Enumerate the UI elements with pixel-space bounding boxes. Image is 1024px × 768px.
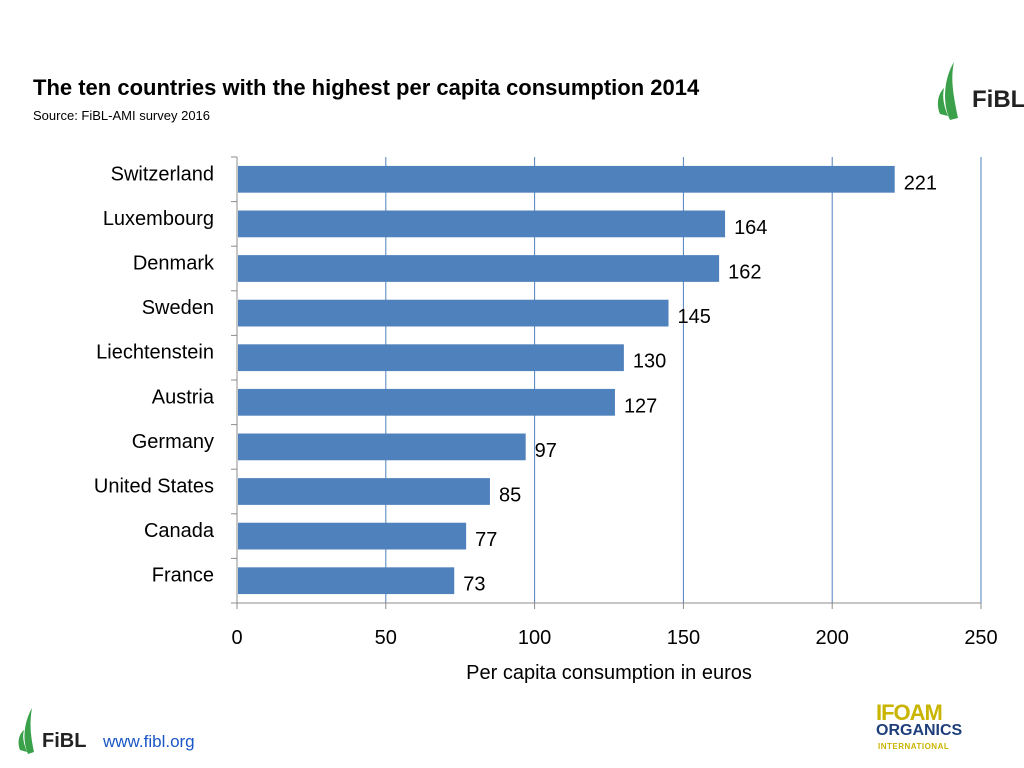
fibl-logo-text: FiBL xyxy=(972,86,1024,113)
category-label: Canada xyxy=(144,520,215,542)
fibl-logo-top: FiBL xyxy=(932,58,1024,122)
data-label: 77 xyxy=(475,529,497,551)
ifoam-logo: IFOAM ORGANICS INTERNATIONAL xyxy=(874,700,966,756)
category-label: Sweden xyxy=(142,297,214,319)
data-label: 85 xyxy=(499,485,521,507)
data-label: 221 xyxy=(904,172,937,194)
category-label: Liechtenstein xyxy=(96,342,214,364)
bar xyxy=(238,433,526,461)
x-tick-label: 200 xyxy=(816,627,849,649)
leaf-icon xyxy=(937,62,958,120)
bar xyxy=(238,344,624,372)
bar xyxy=(238,567,455,595)
fibl-logo-footer: FiBL xyxy=(16,706,216,756)
leaf-icon xyxy=(18,708,34,754)
chart-title: The ten countries with the highest per c… xyxy=(33,75,700,100)
category-label: Germany xyxy=(132,431,214,453)
data-label: 97 xyxy=(535,440,557,462)
bar xyxy=(238,299,669,327)
category-label: United States xyxy=(94,476,214,498)
x-tick-label: 150 xyxy=(667,627,700,649)
x-tick-label: 250 xyxy=(964,627,997,649)
data-label: 162 xyxy=(728,262,761,284)
category-label: Austria xyxy=(152,386,215,408)
bar xyxy=(238,255,720,282)
bar xyxy=(238,165,895,193)
x-tick-label: 100 xyxy=(518,627,551,649)
x-axis-title: Per capita consumption in euros xyxy=(466,662,752,684)
ifoam-logo-line3: INTERNATIONAL xyxy=(878,742,950,751)
data-label: 164 xyxy=(734,217,767,239)
ifoam-logo-line2: ORGANICS xyxy=(876,722,963,739)
fibl-footer-text: FiBL xyxy=(42,730,87,752)
data-label: 145 xyxy=(678,306,711,328)
x-tick-label: 50 xyxy=(375,627,397,649)
category-label: Luxembourg xyxy=(103,208,214,230)
category-label: Denmark xyxy=(133,253,215,275)
ifoam-logo-line1: IFOAM xyxy=(876,700,943,725)
data-label: 73 xyxy=(463,574,485,596)
fibl-website-link[interactable]: www.fibl.org xyxy=(103,732,195,751)
x-tick-label: 0 xyxy=(231,627,242,649)
data-label: 127 xyxy=(624,395,657,417)
data-label: 130 xyxy=(633,351,666,373)
category-label: Switzerland xyxy=(111,163,214,185)
bar xyxy=(238,522,467,550)
bar xyxy=(238,388,615,416)
category-label: France xyxy=(152,565,214,587)
chart-source: Source: FiBL-AMI survey 2016 xyxy=(33,108,211,123)
bar xyxy=(238,478,490,505)
bar xyxy=(238,210,726,238)
